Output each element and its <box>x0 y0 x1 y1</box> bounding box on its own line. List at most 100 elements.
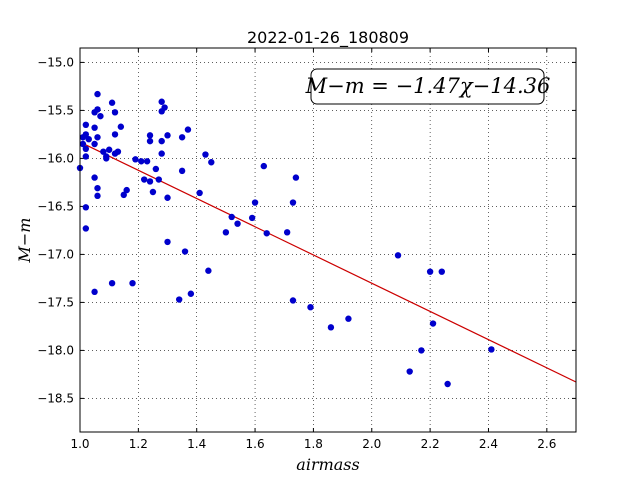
data-point <box>108 280 116 287</box>
data-point <box>307 304 314 311</box>
data-point <box>132 156 139 163</box>
data-point <box>94 184 101 192</box>
data-point <box>158 98 165 105</box>
data-point <box>228 213 235 221</box>
annotation-box: M−m = −1.47χ−14.36 <box>305 68 550 105</box>
data-point <box>146 132 154 139</box>
data-point <box>251 199 259 206</box>
data-point <box>100 148 107 155</box>
y-tick-label: −15.5 <box>37 103 74 117</box>
data-point <box>79 140 87 148</box>
y-tick-label: −16.5 <box>37 199 74 213</box>
data-point <box>155 176 162 183</box>
data-point <box>85 136 92 143</box>
data-point <box>146 178 154 185</box>
data-point <box>248 214 256 222</box>
x-axis-label: airmass <box>296 455 359 474</box>
data-point <box>406 368 413 375</box>
data-point <box>345 315 352 322</box>
data-point <box>111 109 119 116</box>
data-point <box>164 194 171 201</box>
data-point <box>117 123 125 130</box>
data-point <box>94 90 101 98</box>
data-point <box>289 297 297 304</box>
plot-area <box>80 48 576 432</box>
data-point <box>91 288 98 296</box>
grid <box>79 48 576 432</box>
data-point <box>196 189 203 197</box>
y-tick-label: −16.0 <box>37 151 74 165</box>
x-tick-label: 2.2 <box>421 437 440 451</box>
data-point <box>222 229 230 236</box>
data-point <box>111 131 119 138</box>
data-point <box>82 204 90 211</box>
data-point <box>327 324 335 331</box>
data-point <box>94 192 101 200</box>
data-point <box>120 191 127 199</box>
data-point <box>108 99 116 106</box>
data-point <box>143 158 151 165</box>
x-tick-label: 1.0 <box>70 437 89 451</box>
data-point <box>184 126 192 133</box>
data-point <box>105 146 113 153</box>
data-point <box>164 238 171 246</box>
x-tick-label: 2.6 <box>537 437 556 451</box>
data-point <box>103 155 110 162</box>
data-point <box>149 188 157 196</box>
x-tick-label: 1.4 <box>187 437 206 451</box>
data-point <box>426 268 434 275</box>
data-point <box>91 124 98 131</box>
y-tick-label: −17.5 <box>37 295 74 309</box>
data-point <box>161 104 168 111</box>
data-point <box>82 153 90 160</box>
x-tick-label: 2.0 <box>362 437 381 451</box>
data-point <box>94 134 101 141</box>
data-point <box>178 167 186 175</box>
data-point <box>97 112 104 120</box>
y-tick-label: −18.5 <box>37 391 74 405</box>
data-point <box>140 176 148 183</box>
x-tick-label: 1.8 <box>304 437 323 451</box>
y-axis-label: M−m <box>15 218 34 264</box>
data-point <box>438 268 445 275</box>
data-point <box>82 225 90 232</box>
axis-ticks: 1.0 1.2 1.4 1.6 1.8 2.0 2.2 2.4 2.6 −15.0 −15.5 −16… <box>37 48 576 451</box>
data-point <box>289 199 297 206</box>
data-point <box>82 145 90 152</box>
data-point <box>82 131 90 138</box>
chart-title: 2022-01-26_180809 <box>247 28 409 48</box>
data-point <box>91 140 98 148</box>
data-point <box>394 252 402 259</box>
data-point <box>208 159 215 166</box>
data-point <box>234 220 241 227</box>
data-point <box>263 230 270 237</box>
data-point <box>114 148 122 155</box>
data-point <box>91 174 98 181</box>
data-point <box>283 229 291 236</box>
data-point <box>429 320 437 327</box>
y-tick-label: −18.0 <box>37 343 74 357</box>
data-point <box>488 346 495 353</box>
annotation-frame <box>310 68 545 105</box>
data-point <box>129 280 136 287</box>
y-tick-label: −17.0 <box>37 247 74 261</box>
data-point <box>202 151 209 158</box>
fit-line-group <box>79 141 577 383</box>
x-tick-label: 1.6 <box>246 437 265 451</box>
y-tick-label: −15.0 <box>37 55 74 69</box>
data-point <box>260 162 268 170</box>
data-point <box>178 134 186 141</box>
data-point <box>138 158 145 165</box>
data-point <box>187 290 195 297</box>
data-point <box>181 248 189 255</box>
x-tick-label: 2.4 <box>479 437 498 451</box>
axes-frame <box>79 47 577 433</box>
data-point <box>158 137 165 145</box>
data-point <box>158 150 165 157</box>
data-point <box>146 137 154 145</box>
data-point <box>123 186 130 194</box>
data-point <box>176 296 183 303</box>
data-point <box>152 165 160 173</box>
data-point <box>444 380 451 388</box>
